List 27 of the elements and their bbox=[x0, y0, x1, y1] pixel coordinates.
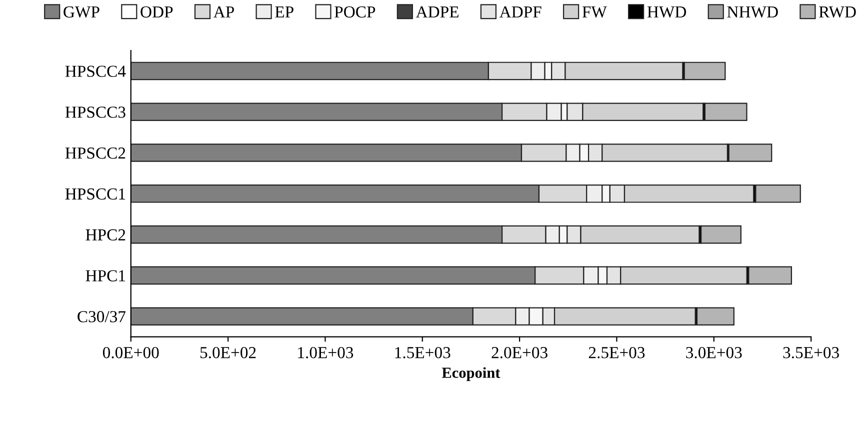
legend-label: POCP bbox=[334, 6, 376, 18]
y-tick-label: HPSCC4 bbox=[65, 66, 126, 77]
legend-label: FW bbox=[582, 6, 607, 18]
x-tick-label: 2.5E+03 bbox=[588, 347, 645, 358]
legend-label: ADPE bbox=[416, 6, 458, 18]
x-tick-label: 5.0E+02 bbox=[200, 347, 256, 358]
y-tick-label: HPC2 bbox=[86, 229, 126, 241]
legend-label: AP bbox=[213, 6, 234, 18]
x-tick-label: 3.5E+03 bbox=[783, 347, 839, 358]
legend-label: EP bbox=[275, 6, 294, 18]
y-tick-label: HPSCC2 bbox=[65, 148, 126, 159]
x-tick-label: 1.0E+03 bbox=[298, 347, 354, 358]
legend-label: ODP bbox=[140, 6, 173, 18]
x-tick-label: 3.0E+03 bbox=[686, 347, 742, 358]
x-axis-title: Ecopoint bbox=[442, 367, 500, 382]
legend-label: RWD bbox=[819, 6, 856, 18]
legend-label: NHWD bbox=[727, 6, 778, 18]
y-tick-label: C30/37 bbox=[78, 311, 126, 322]
x-tick-label: 2.0E+03 bbox=[492, 347, 548, 358]
x-tick-label: 1.5E+03 bbox=[395, 347, 450, 358]
legend-label: ADPF bbox=[499, 6, 542, 18]
legend-label: GWP bbox=[64, 6, 100, 18]
y-tick-label: HPSCC3 bbox=[65, 106, 126, 118]
legend-label: HWD bbox=[647, 6, 686, 18]
y-tick-label: HPC1 bbox=[86, 270, 126, 282]
x-tick-label: 0.0E+00 bbox=[102, 347, 159, 358]
y-tick-label: HPSCC1 bbox=[65, 188, 126, 200]
